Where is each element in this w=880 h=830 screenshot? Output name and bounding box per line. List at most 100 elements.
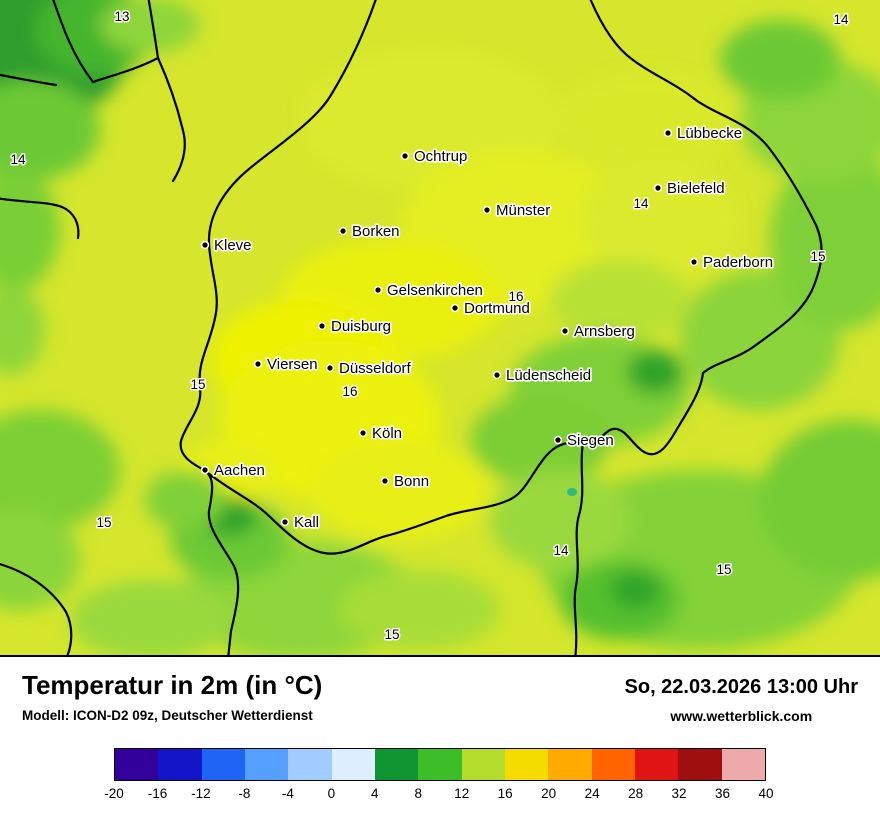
legend-tick-label: 24 [584, 786, 600, 801]
model-info: Modell: ICON-D2 09z, Deutscher Wetterdie… [22, 707, 313, 723]
country-border-path [156, 56, 186, 183]
temp-value-label: 15 [96, 515, 111, 530]
country-border-path [52, 0, 160, 84]
legend-color-segment [678, 749, 722, 780]
city-label: Bonn [394, 473, 429, 490]
legend-tick-label: -8 [238, 786, 251, 801]
city-label: Bielefeld [667, 180, 725, 197]
weather-map: 13 14 14 14 15 16 15 16 15 14 15 15 Ochtrup Lübbecke… [0, 0, 880, 655]
city-marker [553, 435, 563, 445]
legend-color-segment [461, 749, 505, 780]
legend-color-segment [331, 749, 375, 780]
city-marker [663, 128, 673, 138]
legend-color-segment [115, 749, 159, 780]
city-label: Kall [294, 514, 319, 531]
legend-tick-label: -20 [104, 786, 124, 801]
city-marker [373, 285, 383, 295]
city-marker [200, 240, 210, 250]
country-border-path [0, 563, 73, 655]
city-label: Siegen [567, 432, 614, 449]
city-marker [200, 465, 210, 475]
city-label: Lüdenscheid [506, 367, 591, 384]
temperature-map-canvas: 13 14 14 14 15 16 15 16 15 14 15 15 Ochtrup Lübbecke… [0, 0, 880, 655]
city-label: Kleve [214, 237, 252, 254]
country-border-path [0, 197, 80, 240]
city-label: Aachen [214, 462, 265, 479]
city-marker [653, 183, 663, 193]
city-label: Viersen [267, 356, 318, 373]
city-markers: Ochtrup Lübbecke Bielefeld Münster Borken Kle… [200, 123, 775, 533]
temp-value-label: 15 [190, 377, 205, 392]
footer-right: So, 22.03.2026 13:00 Uhr www.wetterblick… [625, 671, 858, 724]
city-label: Köln [372, 425, 402, 442]
legend-tick-label: 16 [497, 786, 513, 801]
legend-tick-label: 0 [327, 786, 336, 801]
temp-value-label: 15 [384, 627, 399, 642]
city-marker [358, 428, 368, 438]
temperature-legend: -20 -16 -12 -8 -4 0 4 8 12 16 20 24 28 32 36 40 [22, 748, 858, 804]
city-label: Gelsenkirchen [387, 282, 483, 299]
map-title: Temperatur in 2m (in °C) [22, 670, 323, 700]
state-border-path [179, 0, 377, 655]
legend-tick-label: -12 [191, 786, 211, 801]
legend-color-segment [201, 749, 245, 780]
temp-value-label: 14 [633, 196, 649, 211]
legend-tick-label: -4 [281, 786, 294, 801]
temp-value-label: 14 [553, 543, 569, 558]
city-label: Ochtrup [414, 148, 467, 165]
legend-tick-label: 12 [454, 786, 470, 801]
legend-color-segment [374, 749, 419, 780]
legend-color-segment [288, 749, 332, 780]
temperature-field-patches [0, 0, 880, 655]
map-footer: Temperatur in 2m (in °C) Modell: ICON-D2… [0, 655, 880, 828]
website-label: www.wetterblick.com [670, 708, 813, 724]
legend-color-segment [634, 749, 679, 780]
city-marker [492, 370, 502, 380]
footer-header-row: Temperatur in 2m (in °C) Modell: ICON-D2… [22, 670, 858, 724]
legend-tick-label: 4 [371, 786, 379, 801]
legend-color-segment [721, 749, 765, 780]
datetime-label: So, 22.03.2026 13:00 Uhr [624, 676, 858, 698]
city-marker [253, 359, 263, 369]
city-marker [317, 321, 327, 331]
legend-color-segment [158, 749, 202, 780]
legend-color-segment [418, 749, 462, 780]
city-marker [280, 517, 290, 527]
temp-value-label: 15 [716, 562, 731, 577]
state-borders [0, 0, 823, 655]
legend-tick-label: 20 [541, 786, 557, 801]
state-border-path [589, 0, 823, 375]
legend-tick-label: 40 [758, 786, 774, 801]
country-border-path [0, 73, 58, 87]
temperature-value-labels: 13 14 14 14 15 16 15 16 15 14 15 15 [9, 8, 851, 644]
city-label: Düsseldorf [339, 360, 412, 377]
city-label: Arnsberg [574, 323, 635, 340]
city-marker [482, 205, 492, 215]
state-border-path [573, 441, 585, 655]
temp-value-label: 14 [10, 152, 26, 167]
city-marker [325, 363, 335, 373]
city-label: Münster [496, 202, 550, 219]
legend-tick-label: -16 [147, 786, 168, 801]
city-label: Duisburg [331, 318, 391, 335]
city-marker [450, 303, 460, 313]
legend-color-bar [114, 748, 766, 781]
legend-tick-label: 36 [715, 786, 731, 801]
temp-value-label: 15 [810, 249, 825, 264]
legend-tick-label: 32 [671, 786, 687, 801]
legend-color-segment [504, 749, 549, 780]
footer-left: Temperatur in 2m (in °C) Modell: ICON-D2… [22, 670, 323, 723]
city-marker [400, 151, 410, 161]
legend-color-segment [591, 749, 635, 780]
legend-tick-labels: -20 -16 -12 -8 -4 0 4 8 12 16 20 24 28 32 36 40 [104, 786, 773, 804]
legend-color-segment [244, 749, 289, 780]
temp-value-label: 13 [114, 9, 129, 24]
city-marker [560, 326, 570, 336]
city-marker [689, 257, 699, 267]
temp-value-label: 16 [508, 289, 523, 304]
city-label: Paderborn [703, 254, 773, 271]
temp-value-label: 16 [342, 384, 357, 399]
city-marker [338, 226, 348, 236]
legend-color-segment [548, 749, 592, 780]
city-label: Borken [352, 223, 400, 240]
